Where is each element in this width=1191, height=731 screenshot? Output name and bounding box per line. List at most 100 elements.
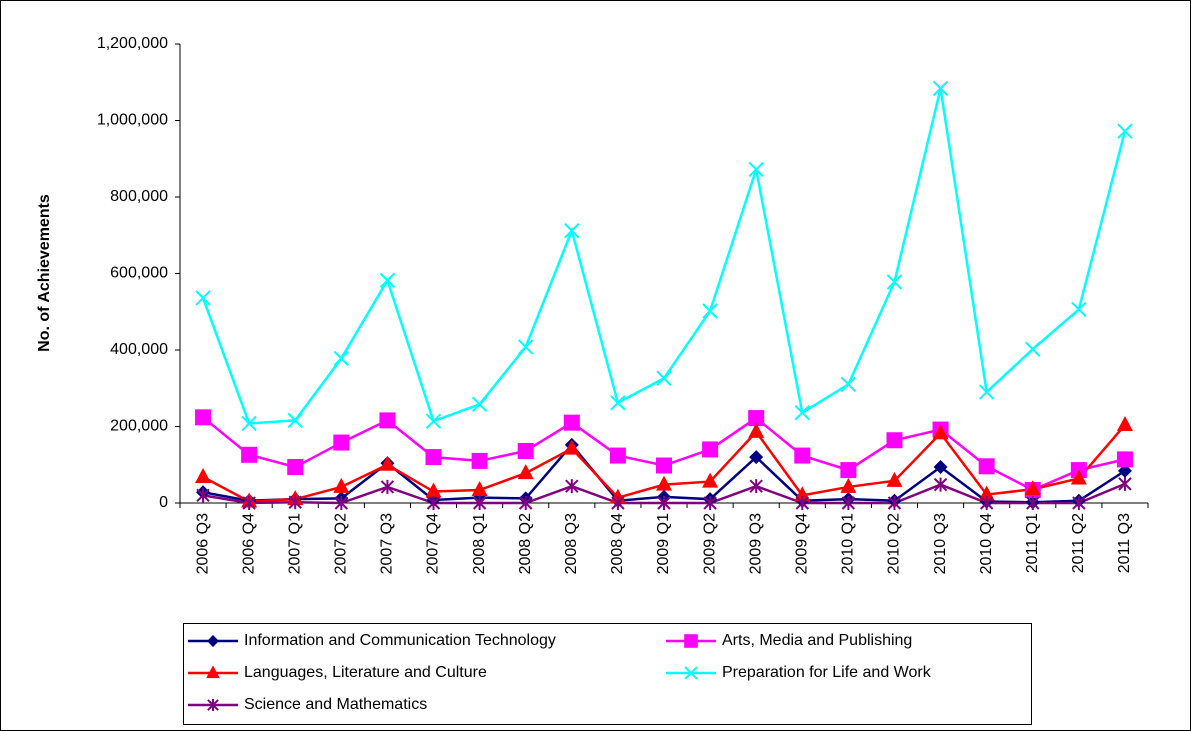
marker: [749, 450, 764, 465]
x-tick-label: 2008 Q2: [517, 513, 534, 574]
marker: [611, 496, 625, 510]
legend-box: [183, 623, 1032, 725]
x-tick-label: 2011 Q1: [1024, 513, 1041, 573]
marker: [933, 460, 948, 475]
marker: [749, 479, 763, 494]
marker: [241, 415, 257, 432]
marker: [932, 424, 949, 440]
marker: [518, 339, 534, 355]
x-tick-label: 2010 Q1: [840, 513, 857, 574]
marker: [840, 376, 857, 393]
x-tick-label: 2009 Q2: [701, 513, 718, 574]
marker: [795, 496, 809, 510]
x-tick-label: 2007 Q2: [333, 513, 350, 574]
y-tick-label: 0: [159, 494, 168, 511]
x-tick-label: 2010 Q4: [978, 513, 995, 574]
marker: [196, 488, 210, 503]
marker: [656, 457, 672, 474]
marker: [333, 477, 350, 493]
marker: [288, 495, 302, 510]
marker: [886, 274, 903, 290]
marker: [656, 475, 672, 491]
y-axis-label: No. of Achievements: [36, 194, 53, 352]
marker: [840, 477, 857, 493]
marker: [1116, 451, 1133, 468]
marker: [840, 462, 857, 479]
marker: [794, 447, 811, 464]
marker: [564, 222, 580, 239]
marker: [684, 634, 698, 648]
marker: [425, 449, 442, 466]
y-tick-label: 600,000: [110, 265, 168, 282]
y-tick-label: 1,000,000: [97, 112, 168, 129]
x-tick-label: 2007 Q4: [425, 513, 442, 574]
marker: [334, 496, 349, 510]
legend-label: Languages, Literature and Culture: [244, 664, 487, 681]
marker: [978, 485, 995, 501]
marker: [1025, 341, 1041, 357]
marker: [1071, 301, 1087, 318]
marker: [979, 496, 994, 510]
marker: [333, 350, 350, 367]
x-tick-label: 2008 Q3: [563, 513, 580, 574]
y-tick-label: 800,000: [110, 188, 168, 205]
marker: [748, 422, 765, 438]
x-tick-label: 2010 Q2: [886, 513, 903, 574]
marker: [471, 480, 488, 496]
marker: [206, 665, 220, 679]
marker: [379, 412, 396, 429]
marker: [379, 455, 396, 471]
marker: [565, 479, 579, 494]
marker: [563, 439, 580, 455]
marker: [425, 413, 442, 429]
x-tick-label: 2008 Q1: [471, 513, 488, 574]
legend-label: Information and Communication Technology: [244, 632, 556, 649]
marker: [978, 384, 995, 400]
x-tick-label: 2009 Q3: [747, 513, 764, 574]
marker: [207, 635, 219, 647]
marker: [287, 459, 304, 476]
marker: [195, 290, 211, 306]
marker: [519, 496, 533, 510]
y-tick-label: 200,000: [110, 418, 168, 435]
x-tick-label: 2009 Q1: [655, 513, 672, 574]
x-tick-label: 2011 Q3: [1116, 513, 1133, 573]
marker: [517, 442, 534, 459]
marker: [195, 467, 212, 483]
marker: [1117, 123, 1133, 139]
marker: [933, 477, 948, 492]
marker: [886, 432, 903, 449]
marker: [425, 482, 442, 498]
marker: [748, 410, 765, 427]
marker: [748, 161, 764, 178]
x-tick-label: 2007 Q1: [286, 513, 303, 574]
marker: [207, 699, 219, 711]
marker: [684, 666, 698, 680]
marker: [702, 303, 718, 319]
marker: [609, 447, 626, 464]
marker: [1024, 480, 1041, 496]
marker: [472, 496, 487, 510]
x-tick-label: 2007 Q3: [379, 513, 396, 574]
legend-label: Preparation for Life and Work: [722, 664, 932, 681]
marker: [656, 370, 672, 387]
marker: [563, 414, 580, 431]
marker: [702, 441, 719, 458]
marker: [932, 80, 949, 97]
legend-label: Arts, Media and Publishing: [722, 632, 912, 649]
marker: [978, 458, 995, 475]
marker: [1026, 496, 1040, 510]
marker: [794, 405, 810, 421]
y-tick-label: 1,200,000: [97, 35, 168, 52]
marker: [241, 446, 258, 463]
y-tick-label: 400,000: [110, 341, 168, 358]
marker: [517, 464, 534, 480]
marker: [195, 409, 212, 426]
marker: [333, 434, 350, 451]
marker: [1072, 496, 1086, 510]
marker: [841, 496, 856, 510]
marker: [610, 395, 626, 411]
marker: [703, 496, 717, 510]
